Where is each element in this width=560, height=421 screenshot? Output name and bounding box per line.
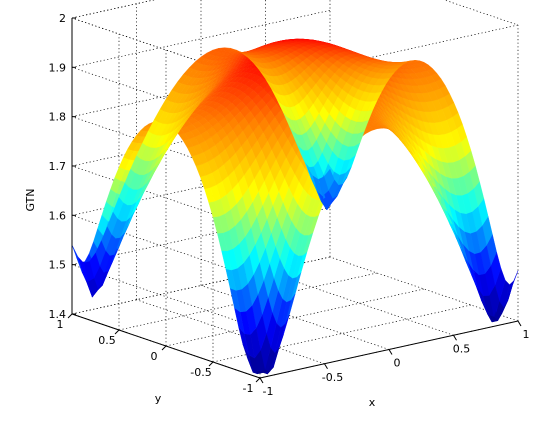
x-tick-mark-3 <box>453 334 457 341</box>
x-tick-label-2: 0 <box>394 357 401 370</box>
floor-grid-x-1 <box>136 299 325 365</box>
y-tick-mark-4 <box>67 313 73 319</box>
z-tick-label-2: 1.6 <box>49 209 67 222</box>
z-tick-label-6: 2 <box>59 12 66 25</box>
back-wall-grid-z-5 <box>71 9 331 68</box>
x-tick-mark-4 <box>517 320 522 327</box>
x-tick-label-3: 0.5 <box>453 342 471 355</box>
z-tick-label-3: 1.7 <box>49 160 67 173</box>
x-tick-mark-2 <box>388 349 393 355</box>
floor-grid-x-3 <box>265 270 454 336</box>
y-tick-mark-0 <box>255 377 261 383</box>
y-tick-mark-2 <box>161 345 167 351</box>
z-tick-label-1: 1.5 <box>49 259 67 272</box>
y-tick-mark-3 <box>114 329 120 335</box>
x-tick-label-0: -1 <box>263 385 274 398</box>
y-axis-label: y <box>155 392 162 405</box>
floor-grid-y-2 <box>165 288 425 347</box>
y-tick-label-3: 0.5 <box>98 334 116 347</box>
y-tick-label-4: 1 <box>57 318 64 331</box>
x-tick-label-4: 1 <box>523 328 530 341</box>
box-edge-2 <box>443 0 519 26</box>
floor-grid-x-2 <box>200 285 390 350</box>
z-tick-label-0: 1.4 <box>49 308 67 321</box>
floor-grid-y-3 <box>118 272 378 331</box>
x-axis-label: x <box>369 396 376 409</box>
x-tick-mark-0 <box>259 377 264 384</box>
y-tick-mark-1 <box>208 361 214 367</box>
x-tick-label-1: -0.5 <box>322 371 343 384</box>
z-tick-label-5: 1.9 <box>49 61 67 74</box>
z-axis-label: GTN <box>24 188 37 211</box>
y-tick-label-1: -0.5 <box>190 366 211 379</box>
z-tick-label-4: 1.8 <box>49 111 67 124</box>
surface-patch <box>71 244 83 273</box>
y-tick-label-0: -1 <box>243 382 254 395</box>
x-tick-mark-1 <box>324 363 328 370</box>
y-tick-label-2: 0 <box>151 350 158 363</box>
left-wall-grid-z-1 <box>71 264 261 329</box>
surface-mesh <box>71 38 519 375</box>
axes-ticks: -1-0.500.51-1-0.500.511.41.51.61.71.81.9… <box>49 12 530 398</box>
box-edge-1 <box>71 0 156 19</box>
